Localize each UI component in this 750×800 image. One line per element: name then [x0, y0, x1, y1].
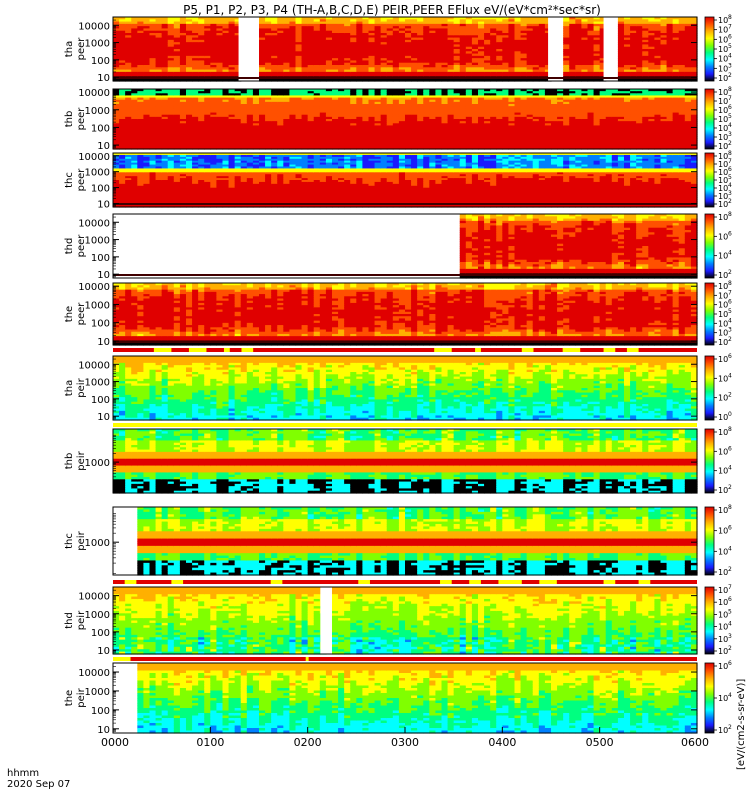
colorbar-tick-label: 10	[718, 45, 728, 54]
colorbar-tick-exponent: 3	[728, 62, 732, 69]
panel-label-product: peer	[76, 37, 87, 61]
colorbar-tick-label: 10	[718, 35, 728, 44]
colorbar-tick-exponent: 5	[728, 43, 732, 50]
y-tick-label: 1000	[85, 39, 110, 50]
data-gap	[604, 17, 616, 81]
colorbar-tick-label: 10	[718, 16, 728, 25]
colorbar-tick-exponent: 6	[728, 33, 732, 40]
figure-title: P5, P1, P2, P3, P4 (TH-A,B,C,D,E) PEIR,P…	[183, 3, 601, 17]
colorbar-tick-label: 10	[718, 74, 728, 83]
colorbar-tick-label: 10	[718, 26, 728, 35]
y-tick-label: 10000	[78, 21, 110, 32]
colorbar-tick-label: 10	[718, 55, 728, 64]
colorbar-tick-label: 10	[718, 64, 728, 73]
y-tick-label: 100	[91, 56, 110, 67]
panel-label-probe: tha	[64, 41, 75, 57]
colorbar-tick-exponent: 8	[728, 14, 732, 21]
data-gap	[239, 17, 254, 81]
y-tick-label: 10	[97, 73, 110, 84]
colorbar-tick-exponent: 2	[728, 72, 732, 79]
data-gap	[548, 17, 563, 81]
colorbar	[705, 17, 714, 81]
colorbar-tick-exponent: 4	[728, 53, 732, 60]
low-energy-band	[113, 77, 697, 79]
colorbar-tick-exponent: 7	[728, 24, 732, 31]
